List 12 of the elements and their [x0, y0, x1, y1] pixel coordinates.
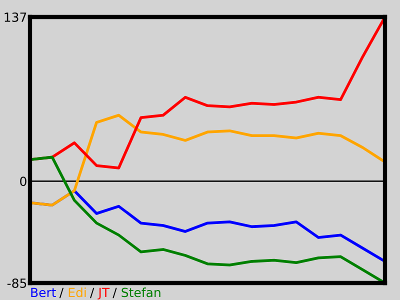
y-tick-label: -85	[7, 278, 26, 288]
text: /	[90, 288, 94, 298]
text: /	[59, 288, 64, 298]
text: Stefan	[122, 288, 160, 298]
text: /	[112, 288, 117, 298]
line-series	[30, 156, 385, 283]
line-series	[30, 114, 385, 207]
y-tick-label: 0	[20, 176, 26, 186]
text: Edi	[68, 288, 86, 298]
text: Bert	[31, 288, 56, 298]
text: JT	[98, 288, 110, 300]
y-tick-label: 137	[4, 12, 26, 22]
